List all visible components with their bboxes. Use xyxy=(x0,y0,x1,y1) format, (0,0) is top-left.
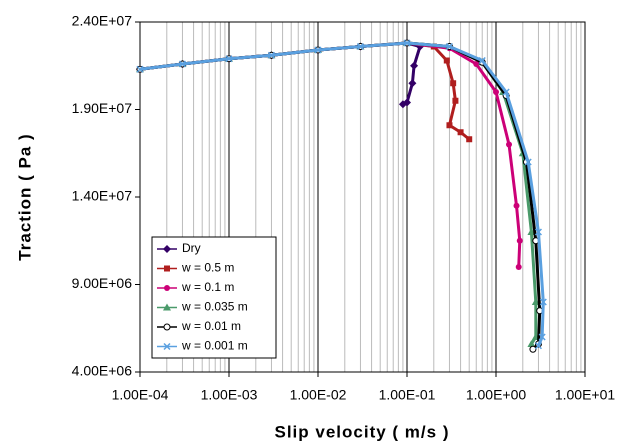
marker xyxy=(531,298,540,305)
series xyxy=(137,40,523,270)
legend-label: w = 0.001 m xyxy=(181,339,248,353)
series-line xyxy=(139,41,522,268)
marker xyxy=(314,46,322,54)
marker xyxy=(516,237,523,244)
x-tick-label: 1.00E+01 xyxy=(555,387,616,403)
y-tick-label: 1.90E+07 xyxy=(72,100,133,116)
marker xyxy=(513,202,520,209)
marker xyxy=(524,158,532,166)
marker xyxy=(502,88,510,96)
legend-label: w = 0.01 m xyxy=(181,319,241,333)
x-tick-label: 1.00E-02 xyxy=(290,387,347,403)
marker xyxy=(408,79,417,88)
x-tick-label: 1.00E-03 xyxy=(201,387,258,403)
marker xyxy=(450,80,457,87)
marker xyxy=(539,298,547,306)
marker xyxy=(356,42,364,51)
legend-box xyxy=(151,236,277,359)
marker xyxy=(529,345,537,353)
marker xyxy=(473,61,480,67)
marker xyxy=(178,60,186,68)
marker xyxy=(136,65,144,73)
marker xyxy=(446,122,453,129)
legend-label: w = 0.035 m xyxy=(181,300,248,314)
legend-label: w = 0.5 m xyxy=(181,261,234,275)
marker xyxy=(163,245,171,253)
marker xyxy=(534,342,542,350)
series xyxy=(136,39,425,109)
marker xyxy=(163,323,171,331)
marker xyxy=(534,228,542,236)
marker xyxy=(445,42,453,51)
y-tick-label: 2.40E+07 xyxy=(72,13,133,29)
x-tick-label: 1.00E-01 xyxy=(379,387,436,403)
y-tick-label: 4.00E+06 xyxy=(72,363,133,379)
marker xyxy=(225,55,233,63)
x-tick-label: 1.00E-04 xyxy=(112,387,169,403)
marker xyxy=(527,340,536,347)
marker xyxy=(398,100,407,109)
x-tick-label: 1.00E+00 xyxy=(466,387,527,403)
y-tick-label: 1.40E+07 xyxy=(72,188,133,204)
marker xyxy=(403,39,411,47)
marker xyxy=(506,141,513,148)
marker xyxy=(478,56,486,65)
marker xyxy=(452,97,459,104)
marker xyxy=(410,61,419,70)
y-axis-title: Traction ( Pa ) xyxy=(15,133,34,260)
marker xyxy=(163,303,171,311)
x-axis-title: Slip velocity ( m/s ) xyxy=(275,422,450,441)
series xyxy=(136,39,547,350)
y-tick-label: 9.00E+06 xyxy=(72,275,133,291)
marker xyxy=(538,333,546,341)
legend-label: Dry xyxy=(182,241,201,255)
marker xyxy=(466,136,473,143)
marker xyxy=(515,264,522,270)
marker xyxy=(457,129,464,136)
marker xyxy=(164,265,170,272)
marker xyxy=(163,342,171,351)
marker xyxy=(493,89,499,95)
marker xyxy=(443,57,450,64)
marker xyxy=(164,285,170,291)
marker xyxy=(267,51,275,59)
plot-frame xyxy=(139,21,586,373)
legend-label: w = 0.1 m xyxy=(181,280,234,294)
